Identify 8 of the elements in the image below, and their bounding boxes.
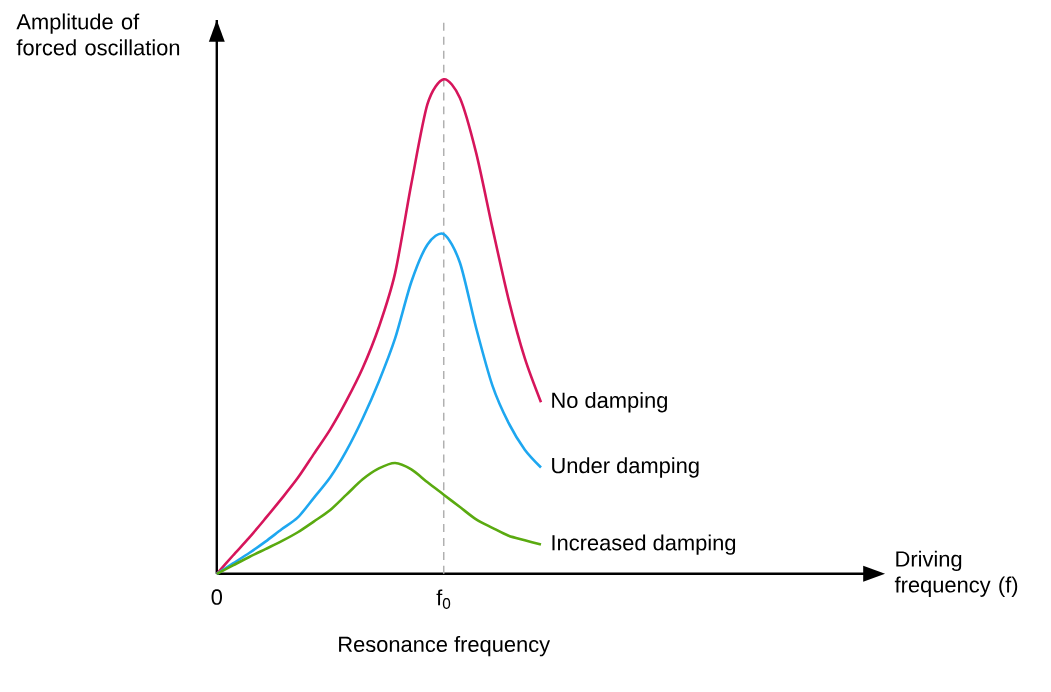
series-label: No damping [552, 391, 667, 413]
text: Resonance frequency [339, 635, 551, 657]
series-label: Under damping [552, 457, 699, 478]
x-tick-label: 0 [211, 589, 223, 605]
series-label: Increased damping [552, 534, 736, 555]
x-tick-label: f$_{0}$ [436, 589, 451, 609]
y-axis-title: Amplitude of forced oscillation [16, 13, 180, 56]
text: Driving frequency (f) [894, 550, 1018, 597]
